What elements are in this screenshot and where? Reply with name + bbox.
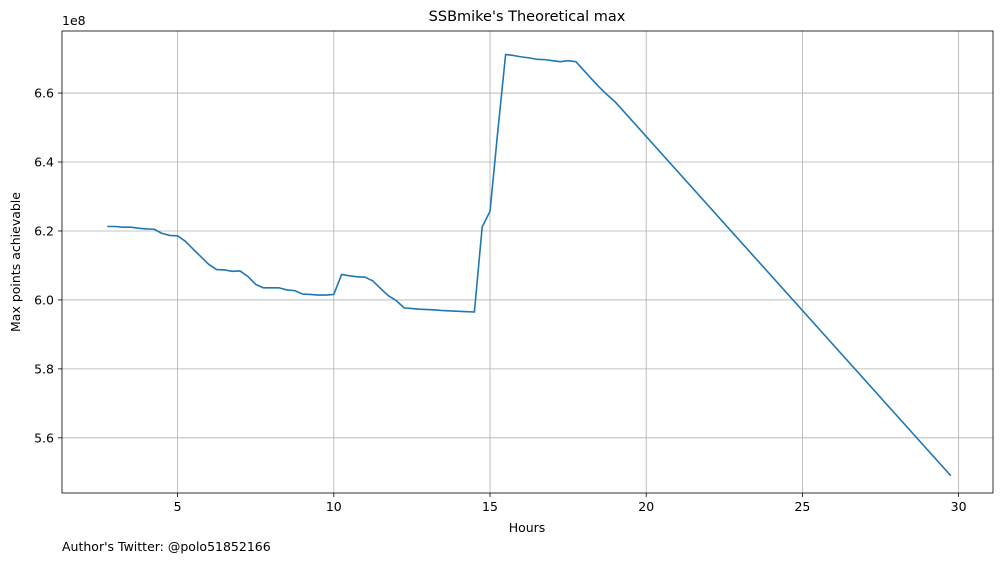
grid-layer (62, 31, 993, 493)
ticks-layer: 5 10 15 20 25 30 5.6 5.8 6.0 6.2 6.4 6.6 (34, 86, 967, 514)
x-tick-label: 25 (794, 499, 810, 514)
plot-frame (61, 30, 994, 494)
y-tick-label: 5.8 (34, 361, 54, 376)
series-layer (107, 53, 952, 477)
y-tick-label: 6.0 (34, 292, 54, 307)
y-tick-label: 6.4 (34, 155, 54, 170)
x-tick-label: 20 (638, 499, 654, 514)
footer-author-twitter: Author's Twitter: @polo51852166 (62, 539, 271, 554)
x-axis-label: Hours (509, 520, 546, 535)
chart-title: SSBmike's Theoretical max (429, 9, 626, 25)
y-axis-label: Max points achievable (8, 192, 23, 332)
y-tick-label: 6.6 (34, 86, 54, 101)
x-tick-label: 30 (951, 499, 967, 514)
y-axis-offset-label: 1e8 (62, 13, 86, 28)
x-tick-label: 10 (326, 499, 342, 514)
x-tick-label: 15 (482, 499, 498, 514)
x-tick-label: 5 (174, 499, 182, 514)
y-tick-label: 5.6 (34, 430, 54, 445)
series-line (107, 53, 952, 477)
y-tick-label: 6.2 (34, 223, 54, 238)
